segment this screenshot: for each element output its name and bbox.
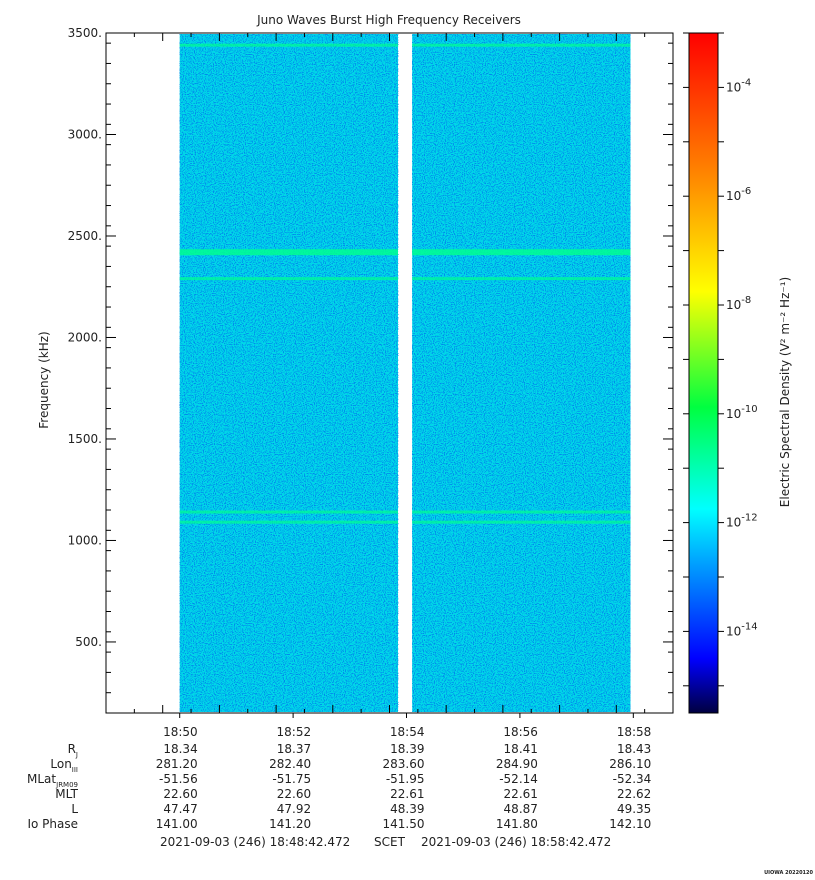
- ephemeris-value: 142.10: [609, 817, 651, 831]
- plot-area: 500. 1000. 1500. 2000. 2500. 3000. 3500.: [68, 26, 674, 718]
- ephemeris-row-label: MLT: [55, 787, 78, 801]
- x-tick-label: 18:50: [163, 725, 198, 739]
- ephemeris-value: 22.60: [163, 787, 197, 801]
- ephemeris-value: 22.61: [390, 787, 424, 801]
- emission-line: [179, 249, 399, 256]
- ephemeris-value: 282.40: [269, 757, 311, 771]
- x-tick-label: 18:56: [503, 725, 538, 739]
- ephemeris-value: 141.20: [269, 817, 311, 831]
- colorbar-tick-label: 10-10: [726, 404, 758, 421]
- colorbar-gradient: [688, 32, 719, 714]
- x-axis-tick-labels: 18:50 18:52 18:54 18:56 18:58: [163, 725, 651, 739]
- y-tick-label: 3000.: [68, 127, 102, 141]
- ephemeris-value: 22.60: [277, 787, 311, 801]
- colorbar-tick-label: 10-8: [726, 295, 751, 312]
- time-range-end: 2021-09-03 (246) 18:58:42.472: [421, 835, 611, 849]
- ephemeris-row-label: MLatJRM09: [27, 772, 78, 789]
- ephemeris-value: 281.20: [156, 757, 198, 771]
- y-tick-label: 3500.: [68, 26, 102, 40]
- colorbar-tick-label: 10-6: [726, 186, 751, 203]
- ephemeris-value: 47.92: [277, 802, 311, 816]
- ephemeris-row-label: RJ: [68, 742, 78, 759]
- ephemeris-row-label: LonIII: [50, 757, 78, 774]
- colorbar-label: Electric Spectral Density (V² m⁻² Hz⁻¹): [778, 277, 792, 507]
- emission-line: [412, 520, 631, 524]
- ephemeris-value: 18.39: [390, 742, 424, 756]
- ephemeris-value: 22.62: [617, 787, 651, 801]
- colorbar-tick-label: 10-12: [726, 513, 758, 530]
- y-axis-label: Frequency (kHz): [37, 331, 51, 428]
- ephemeris-value: -51.75: [272, 772, 311, 786]
- ephemeris-value: 141.50: [383, 817, 425, 831]
- ephemeris-value: -52.14: [499, 772, 538, 786]
- x-tick-label: 18:52: [277, 725, 312, 739]
- ephemeris-value: -52.34: [613, 772, 652, 786]
- time-range-start: 2021-09-03 (246) 18:48:42.472: [160, 835, 350, 849]
- y-tick-label: 2000.: [68, 330, 102, 344]
- ephemeris-value: 48.39: [390, 802, 424, 816]
- y-tick-label: 1000.: [68, 533, 102, 547]
- emission-line: [412, 510, 631, 514]
- x-tick-label: 18:58: [617, 725, 652, 739]
- colorbar: 10-4 10-6 10-8 10-10 10-12 10-14 Electric Spe…: [683, 32, 792, 714]
- data-block-noise-2: [412, 34, 631, 712]
- ephemeris-value: 284.90: [496, 757, 538, 771]
- ephemeris-value: 47.47: [163, 802, 197, 816]
- ephemeris-value: -51.95: [386, 772, 425, 786]
- ephemeris-value: 18.34: [163, 742, 197, 756]
- x-tick-label: 18:54: [390, 725, 425, 739]
- ephemeris-row-label: Io Phase: [27, 817, 78, 831]
- colorbar-tick-label: 10-14: [726, 621, 758, 638]
- emission-line: [179, 520, 399, 524]
- colorbar-ticks: 10-4 10-6 10-8 10-10 10-12 10-14: [683, 32, 758, 687]
- ephemeris-table: RJ 18.34 18.37 18.39 18.41 18.43 LonIII 281.20 2…: [27, 742, 651, 831]
- emission-line: [179, 43, 399, 47]
- ephemeris-value: 141.80: [496, 817, 538, 831]
- colorbar-tick-label: 10-4: [726, 77, 751, 94]
- ephemeris-value: 49.35: [617, 802, 651, 816]
- chart-title: Juno Waves Burst High Frequency Receiver…: [256, 13, 521, 27]
- ephemeris-value: -51.56: [159, 772, 198, 786]
- ephemeris-row-label: L: [71, 802, 78, 816]
- y-tick-label: 500.: [75, 635, 102, 649]
- ephemeris-value: 18.41: [504, 742, 538, 756]
- emission-line: [412, 43, 631, 47]
- ephemeris-value: 283.60: [383, 757, 425, 771]
- emission-line: [412, 249, 631, 256]
- scet-label: SCET: [374, 835, 406, 849]
- emission-line: [412, 277, 631, 281]
- ephemeris-value: 22.61: [504, 787, 538, 801]
- y-tick-label: 1500.: [68, 432, 102, 446]
- x-axis-ticks: [105, 33, 674, 718]
- footer-credit: UIOWA 20220120: [764, 870, 813, 876]
- ephemeris-value: 18.43: [617, 742, 651, 756]
- ephemeris-value: 141.00: [156, 817, 198, 831]
- ephemeris-value: 18.37: [277, 742, 311, 756]
- spectrogram-data: [179, 34, 631, 712]
- y-axis-ticks: 500. 1000. 1500. 2000. 2500. 3000. 3500.: [68, 26, 673, 714]
- ephemeris-value: 48.87: [504, 802, 538, 816]
- y-tick-label: 2500.: [68, 229, 102, 243]
- data-block-noise-1: [179, 34, 399, 712]
- emission-line: [179, 277, 399, 281]
- ephemeris-value: 286.10: [609, 757, 651, 771]
- emission-line: [179, 510, 399, 514]
